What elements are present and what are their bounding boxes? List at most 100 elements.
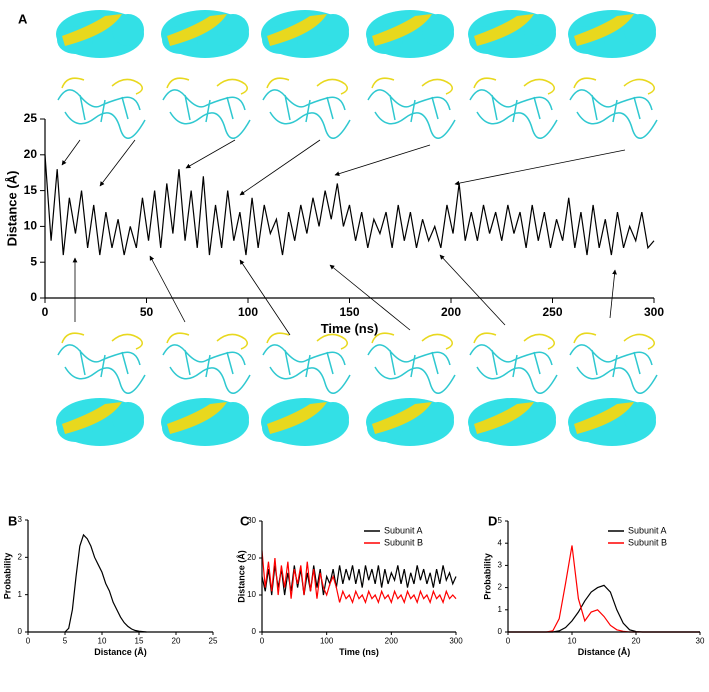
y-tick-label: 0 xyxy=(498,627,503,636)
protein-ribbon xyxy=(162,77,251,139)
y-tick-label: 5 xyxy=(498,516,503,525)
surface-lobe xyxy=(524,402,556,434)
annotation-arrow xyxy=(99,139,136,187)
x-axis-label: Distance (Å) xyxy=(94,647,147,657)
panel-label: C xyxy=(240,513,250,528)
data-line xyxy=(508,584,700,633)
surface-lobe xyxy=(624,14,656,46)
surface-lobe xyxy=(217,402,249,434)
annotation-arrow xyxy=(185,139,236,169)
y-tick-label: 5 xyxy=(30,254,37,268)
y-tick-label: 1 xyxy=(18,590,23,599)
surface-patch xyxy=(167,14,227,46)
data-line xyxy=(508,545,700,633)
ribbon-strand xyxy=(469,89,558,139)
protein-surface xyxy=(468,398,556,446)
x-tick-label: 300 xyxy=(644,305,664,319)
ribbon-loop xyxy=(266,332,348,350)
x-tick-label: 30 xyxy=(696,637,705,646)
x-tick-label: 0 xyxy=(260,637,265,646)
y-tick-label: 0 xyxy=(18,627,23,636)
protein-ribbon xyxy=(57,77,146,139)
y-tick-label: 4 xyxy=(498,538,503,547)
y-tick-label: 2 xyxy=(498,583,503,592)
protein-ribbon xyxy=(367,77,456,139)
annotation-arrow xyxy=(239,139,321,196)
surface-patch xyxy=(62,14,122,46)
ribbon-strand xyxy=(262,344,351,394)
surface-lobe xyxy=(524,14,556,46)
annotation-arrow xyxy=(61,139,81,166)
ribbon-strand xyxy=(367,344,456,394)
ribbon-loop xyxy=(166,77,248,95)
surface-patch xyxy=(474,14,534,46)
y-tick-label: 0 xyxy=(252,627,257,636)
ribbon-strand xyxy=(57,344,146,394)
x-tick-label: 200 xyxy=(385,637,399,646)
y-tick-label: 3 xyxy=(18,515,23,524)
protein-surface xyxy=(56,398,144,446)
surface-lobe xyxy=(422,402,454,434)
x-tick-label: 0 xyxy=(506,637,511,646)
data-line xyxy=(64,533,147,633)
surface-patch xyxy=(267,402,327,434)
protein-surface xyxy=(568,10,656,58)
protein-ribbon xyxy=(469,77,558,139)
protein-ribbon xyxy=(262,77,351,139)
ribbon-loop xyxy=(61,332,143,350)
x-tick-label: 25 xyxy=(209,637,218,646)
legend-label: Subunit A xyxy=(384,525,423,535)
y-tick-label: 2 xyxy=(18,552,23,561)
annotation-arrow xyxy=(149,255,186,323)
protein-ribbon xyxy=(367,332,456,394)
ribbon-strand xyxy=(262,89,351,139)
protein-ribbon xyxy=(57,332,146,394)
x-tick-label: 100 xyxy=(238,305,258,319)
x-axis-label: Time (ns) xyxy=(339,647,379,657)
protein-ribbon xyxy=(569,332,658,394)
protein-ribbon xyxy=(162,332,251,394)
y-tick-label: 3 xyxy=(498,561,503,570)
y-tick-label: 10 xyxy=(247,590,256,599)
x-axis-label: Time (ns) xyxy=(321,321,379,336)
protein-surface xyxy=(161,10,249,58)
annotation-arrow xyxy=(439,254,506,326)
annotation-arrow xyxy=(454,149,626,186)
protein-surface xyxy=(366,10,454,58)
y-axis-label: Distance (Å) xyxy=(4,171,19,247)
ribbon-loop xyxy=(573,77,655,95)
data-line xyxy=(261,550,457,605)
ribbon-loop xyxy=(266,77,348,95)
ribbon-loop xyxy=(371,77,453,95)
surface-patch xyxy=(474,402,534,434)
legend-label: Subunit B xyxy=(628,537,667,547)
x-tick-label: 150 xyxy=(339,305,359,319)
protein-surface xyxy=(468,10,556,58)
y-tick-label: 20 xyxy=(24,147,38,161)
x-tick-label: 15 xyxy=(135,637,144,646)
surface-patch xyxy=(372,14,432,46)
x-tick-label: 250 xyxy=(542,305,562,319)
y-tick-label: 15 xyxy=(24,183,38,197)
x-tick-label: 10 xyxy=(98,637,107,646)
y-tick-label: 20 xyxy=(247,553,256,562)
y-tick-label: 0 xyxy=(30,290,37,304)
protein-surface xyxy=(56,10,144,58)
ribbon-loop xyxy=(166,332,248,350)
x-tick-label: 50 xyxy=(140,305,154,319)
ribbon-loop xyxy=(371,332,453,350)
surface-lobe xyxy=(422,14,454,46)
y-axis-label: Probability xyxy=(2,553,12,600)
surface-lobe xyxy=(317,14,349,46)
ribbon-loop xyxy=(61,77,143,95)
surface-patch xyxy=(574,402,634,434)
surface-patch xyxy=(372,402,432,434)
ribbon-strand xyxy=(162,344,251,394)
ribbon-strand xyxy=(367,89,456,139)
ribbon-loop xyxy=(473,332,555,350)
surface-patch xyxy=(167,402,227,434)
y-tick-label: 10 xyxy=(24,219,38,233)
y-tick-label: 25 xyxy=(24,111,38,125)
ribbon-strand xyxy=(57,89,146,139)
y-axis-label: Distance (Å) xyxy=(236,550,246,603)
